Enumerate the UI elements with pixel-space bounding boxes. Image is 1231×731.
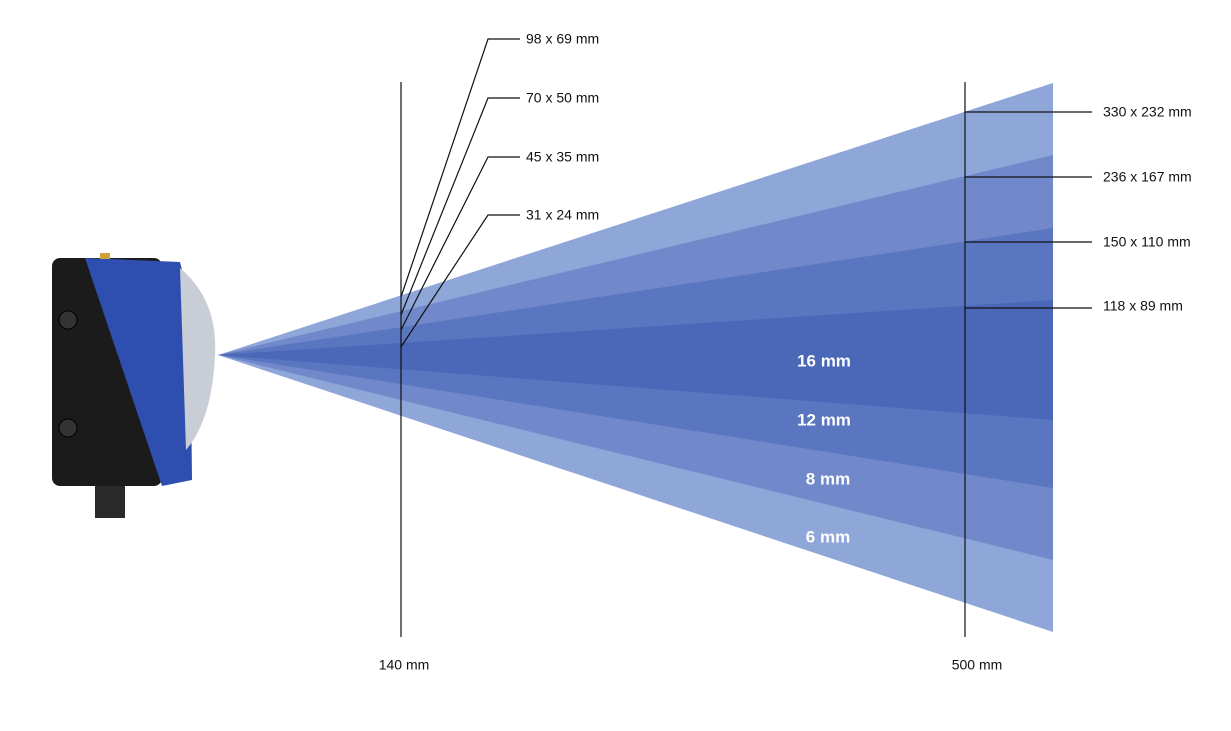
lens-label: 12 mm	[797, 410, 851, 429]
distance-label: 140 mm	[379, 657, 430, 673]
camera-lens	[180, 268, 216, 450]
cone-16mm	[218, 300, 1053, 420]
far-field-label: 236 x 167 mm	[1103, 169, 1192, 185]
near-field-label: 98 x 69 mm	[526, 31, 599, 47]
lens-label: 16 mm	[797, 351, 851, 370]
camera	[52, 253, 216, 518]
far-field-label: 150 x 110 mm	[1103, 234, 1191, 250]
field-cones	[218, 83, 1053, 632]
lens-label: 8 mm	[806, 469, 850, 488]
near-leaders	[400, 38, 520, 348]
connector	[95, 486, 125, 518]
leader	[400, 97, 520, 316]
near-field-label: 45 x 35 mm	[526, 149, 599, 165]
camera-cover	[85, 258, 192, 486]
far-leaders	[965, 111, 1092, 309]
screw	[58, 310, 78, 330]
led	[100, 253, 110, 259]
near-field-label: 70 x 50 mm	[526, 90, 599, 106]
leader	[400, 156, 520, 331]
screw	[58, 418, 78, 438]
distance-label: 500 mm	[952, 657, 1003, 673]
far-field-label: 330 x 232 mm	[1103, 104, 1192, 120]
leader	[400, 214, 520, 348]
leader	[400, 38, 520, 298]
near-field-label: 31 x 24 mm	[526, 207, 599, 223]
lens-label: 6 mm	[806, 527, 850, 546]
far-field-label: 118 x 89 mm	[1103, 298, 1183, 314]
